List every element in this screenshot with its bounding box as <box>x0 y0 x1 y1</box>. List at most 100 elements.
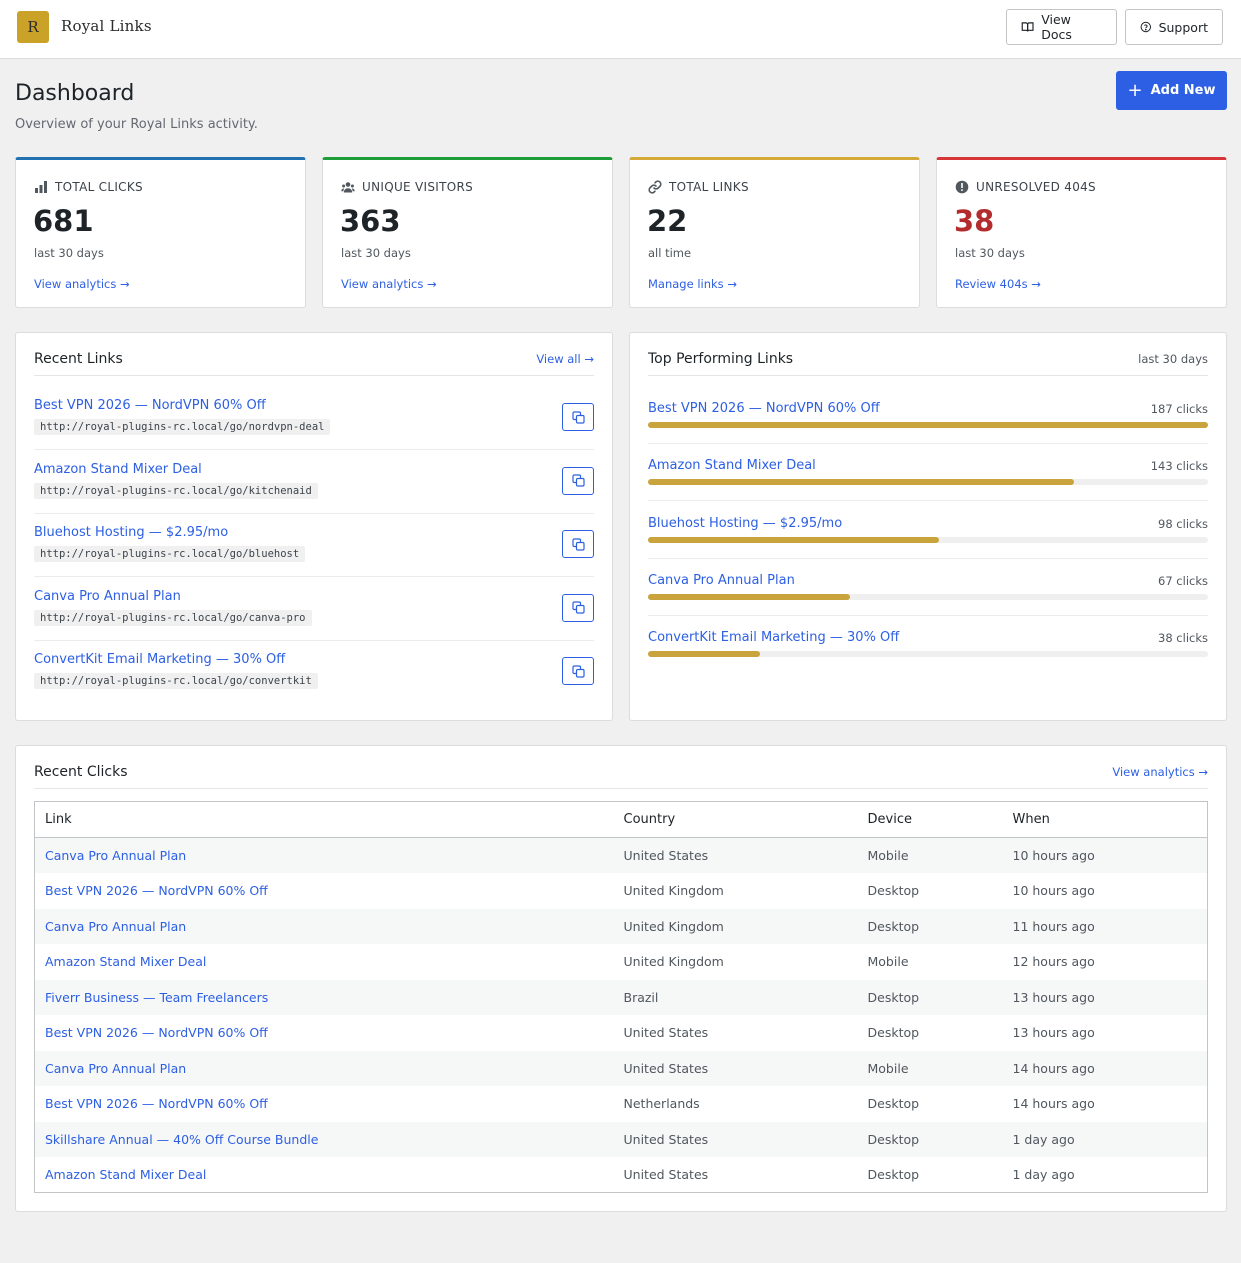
stat-label: UNIQUE VISITORS <box>362 180 474 194</box>
view-docs-button[interactable]: View Docs <box>1006 9 1117 45</box>
click-share-bar <box>648 536 1208 543</box>
table-row: Canva Pro Annual Plan United States Mobile… <box>34 1050 1208 1086</box>
cell-when: 14 hours ago <box>1002 1086 1208 1122</box>
copy-icon <box>571 601 585 614</box>
table-row: Skillshare Annual — 40% Off Course Bundl… <box>34 1121 1208 1157</box>
support-button[interactable]: Support <box>1125 9 1223 45</box>
recent-link-name[interactable]: Bluehost Hosting — $2.95/mo <box>34 525 229 540</box>
cell-country: Netherlands <box>613 1086 858 1122</box>
recent-link-url: http://royal-plugins-rc.local/go/convert… <box>34 673 318 689</box>
click-share-fill <box>648 593 850 600</box>
copy-link-button[interactable] <box>562 530 594 558</box>
stat-period: last 30 days <box>955 246 1025 260</box>
stat-card-unresolved-404s: UNRESOLVED 404S 38 last 30 days Review 4… <box>936 157 1227 308</box>
book-icon <box>1021 22 1034 32</box>
table-row: Best VPN 2026 — NordVPN 60% Off United St… <box>34 1015 1208 1051</box>
column-header-device: Device <box>857 801 1003 838</box>
cell-device: Desktop <box>857 873 1003 909</box>
stat-label-row: TOTAL CLICKS <box>34 180 143 194</box>
cell-country: Brazil <box>613 979 858 1015</box>
copy-link-button[interactable] <box>562 403 594 431</box>
cell-link[interactable]: Canva Pro Annual Plan <box>34 1050 614 1086</box>
stat-label-row: UNIQUE VISITORS <box>341 180 473 194</box>
cell-link[interactable]: Amazon Stand Mixer Deal <box>34 1157 614 1193</box>
cell-link[interactable]: Best VPN 2026 — NordVPN 60% Off <box>34 1015 614 1051</box>
column-header-country: Country <box>613 801 858 838</box>
logo-letter: R <box>27 18 39 36</box>
bar-chart-icon <box>35 181 47 193</box>
cell-device: Mobile <box>857 944 1003 980</box>
cell-when: 13 hours ago <box>1002 979 1208 1015</box>
top-link-item: ConvertKit Email Marketing — 30% Off 38 c… <box>648 616 1208 673</box>
click-share-bar <box>648 479 1208 486</box>
view-all-links-link[interactable]: View all → <box>536 352 594 366</box>
stat-label: TOTAL CLICKS <box>55 180 143 194</box>
view-analytics-link[interactable]: View analytics → <box>341 277 437 291</box>
top-link-item: Amazon Stand Mixer Deal 143 clicks <box>648 444 1208 502</box>
cell-device: Desktop <box>857 908 1003 944</box>
copy-icon <box>571 410 585 424</box>
stat-period: last 30 days <box>341 246 411 260</box>
cell-link[interactable]: Canva Pro Annual Plan <box>34 908 614 944</box>
cell-link[interactable]: Fiverr Business — Team Freelancers <box>34 979 614 1015</box>
top-link-item: Canva Pro Annual Plan 67 clicks <box>648 559 1208 616</box>
support-label: Support <box>1158 19 1208 35</box>
stat-card-total-links: TOTAL LINKS 22 all time Manage links → <box>629 157 920 308</box>
stat-value: 22 <box>647 204 688 238</box>
click-share-bar <box>648 651 1208 658</box>
table-row: Canva Pro Annual Plan United States Mobile… <box>34 837 1208 873</box>
view-analytics-link[interactable]: View analytics → <box>34 277 130 291</box>
cell-country: United States <box>613 837 858 873</box>
click-share-fill <box>648 422 1208 428</box>
table-row: Amazon Stand Mixer Deal United Kingdom Mob… <box>34 944 1208 980</box>
top-link-name[interactable]: Bluehost Hosting — $2.95/mo <box>648 515 843 531</box>
copy-link-button[interactable] <box>562 593 594 622</box>
cell-when: 10 hours ago <box>1002 837 1208 873</box>
top-performing-panel: Top Performing Links last 30 days Best V… <box>629 332 1227 721</box>
recent-link-item: ConvertKit Email Marketing — 30% Off http… <box>34 640 594 704</box>
top-bar: R Royal Links View Docs Support <box>0 0 1241 59</box>
cell-link[interactable]: Skillshare Annual — 40% Off Course Bundl… <box>34 1121 614 1157</box>
plus-icon: + <box>1127 79 1143 101</box>
copy-link-button[interactable] <box>562 466 594 495</box>
copy-link-button[interactable] <box>562 657 594 685</box>
logo: R <box>17 11 49 43</box>
top-link-name[interactable]: Best VPN 2026 — NordVPN 60% Off <box>648 401 880 416</box>
top-link-clicks: 98 clicks <box>1158 516 1208 531</box>
stat-label: TOTAL LINKS <box>669 180 749 194</box>
cell-country: United Kingdom <box>613 873 858 909</box>
cell-device: Mobile <box>857 1050 1003 1086</box>
click-share-fill <box>648 651 760 658</box>
top-link-name[interactable]: Canva Pro Annual Plan <box>648 572 795 588</box>
cell-link[interactable]: Canva Pro Annual Plan <box>34 837 614 873</box>
top-link-name[interactable]: ConvertKit Email Marketing — 30% Off <box>648 630 900 646</box>
stat-value: 681 <box>33 204 94 238</box>
cell-link[interactable]: Best VPN 2026 — NordVPN 60% Off <box>34 873 614 909</box>
cell-when: 12 hours ago <box>1002 944 1208 980</box>
recent-link-name[interactable]: Canva Pro Annual Plan <box>34 588 181 604</box>
recent-link-name[interactable]: Best VPN 2026 — NordVPN 60% Off <box>34 398 266 413</box>
review-404s-link[interactable]: Review 404s → <box>955 277 1041 291</box>
recent-link-name[interactable]: ConvertKit Email Marketing — 30% Off <box>34 652 286 667</box>
top-performing-period: last 30 days <box>1138 352 1208 366</box>
stat-value: 38 <box>954 204 995 238</box>
add-new-button[interactable]: + Add New <box>1116 71 1227 110</box>
cell-link[interactable]: Best VPN 2026 — NordVPN 60% Off <box>34 1086 614 1122</box>
stat-label-row: TOTAL LINKS <box>648 180 749 194</box>
manage-links-link[interactable]: Manage links → <box>648 277 737 291</box>
table-row: Fiverr Business — Team Freelancers Brazil… <box>34 979 1208 1015</box>
cell-when: 11 hours ago <box>1002 908 1208 944</box>
link-icon <box>648 180 662 194</box>
recent-clicks-title: Recent Clicks <box>34 764 128 780</box>
divider <box>34 788 1208 789</box>
top-link-name[interactable]: Amazon Stand Mixer Deal <box>648 458 816 474</box>
view-analytics-link[interactable]: View analytics → <box>1112 765 1208 779</box>
cell-when: 1 day ago <box>1002 1157 1208 1193</box>
click-share-bar <box>648 593 1208 600</box>
cell-country: United Kingdom <box>613 944 858 980</box>
recent-clicks-panel: Recent Clicks View analytics → Link Coun… <box>15 745 1227 1212</box>
cell-link[interactable]: Amazon Stand Mixer Deal <box>34 944 614 980</box>
recent-link-name[interactable]: Amazon Stand Mixer Deal <box>34 461 202 477</box>
top-link-clicks: 187 clicks <box>1150 402 1208 416</box>
recent-link-url: http://royal-plugins-rc.local/go/canva-p… <box>34 609 312 626</box>
